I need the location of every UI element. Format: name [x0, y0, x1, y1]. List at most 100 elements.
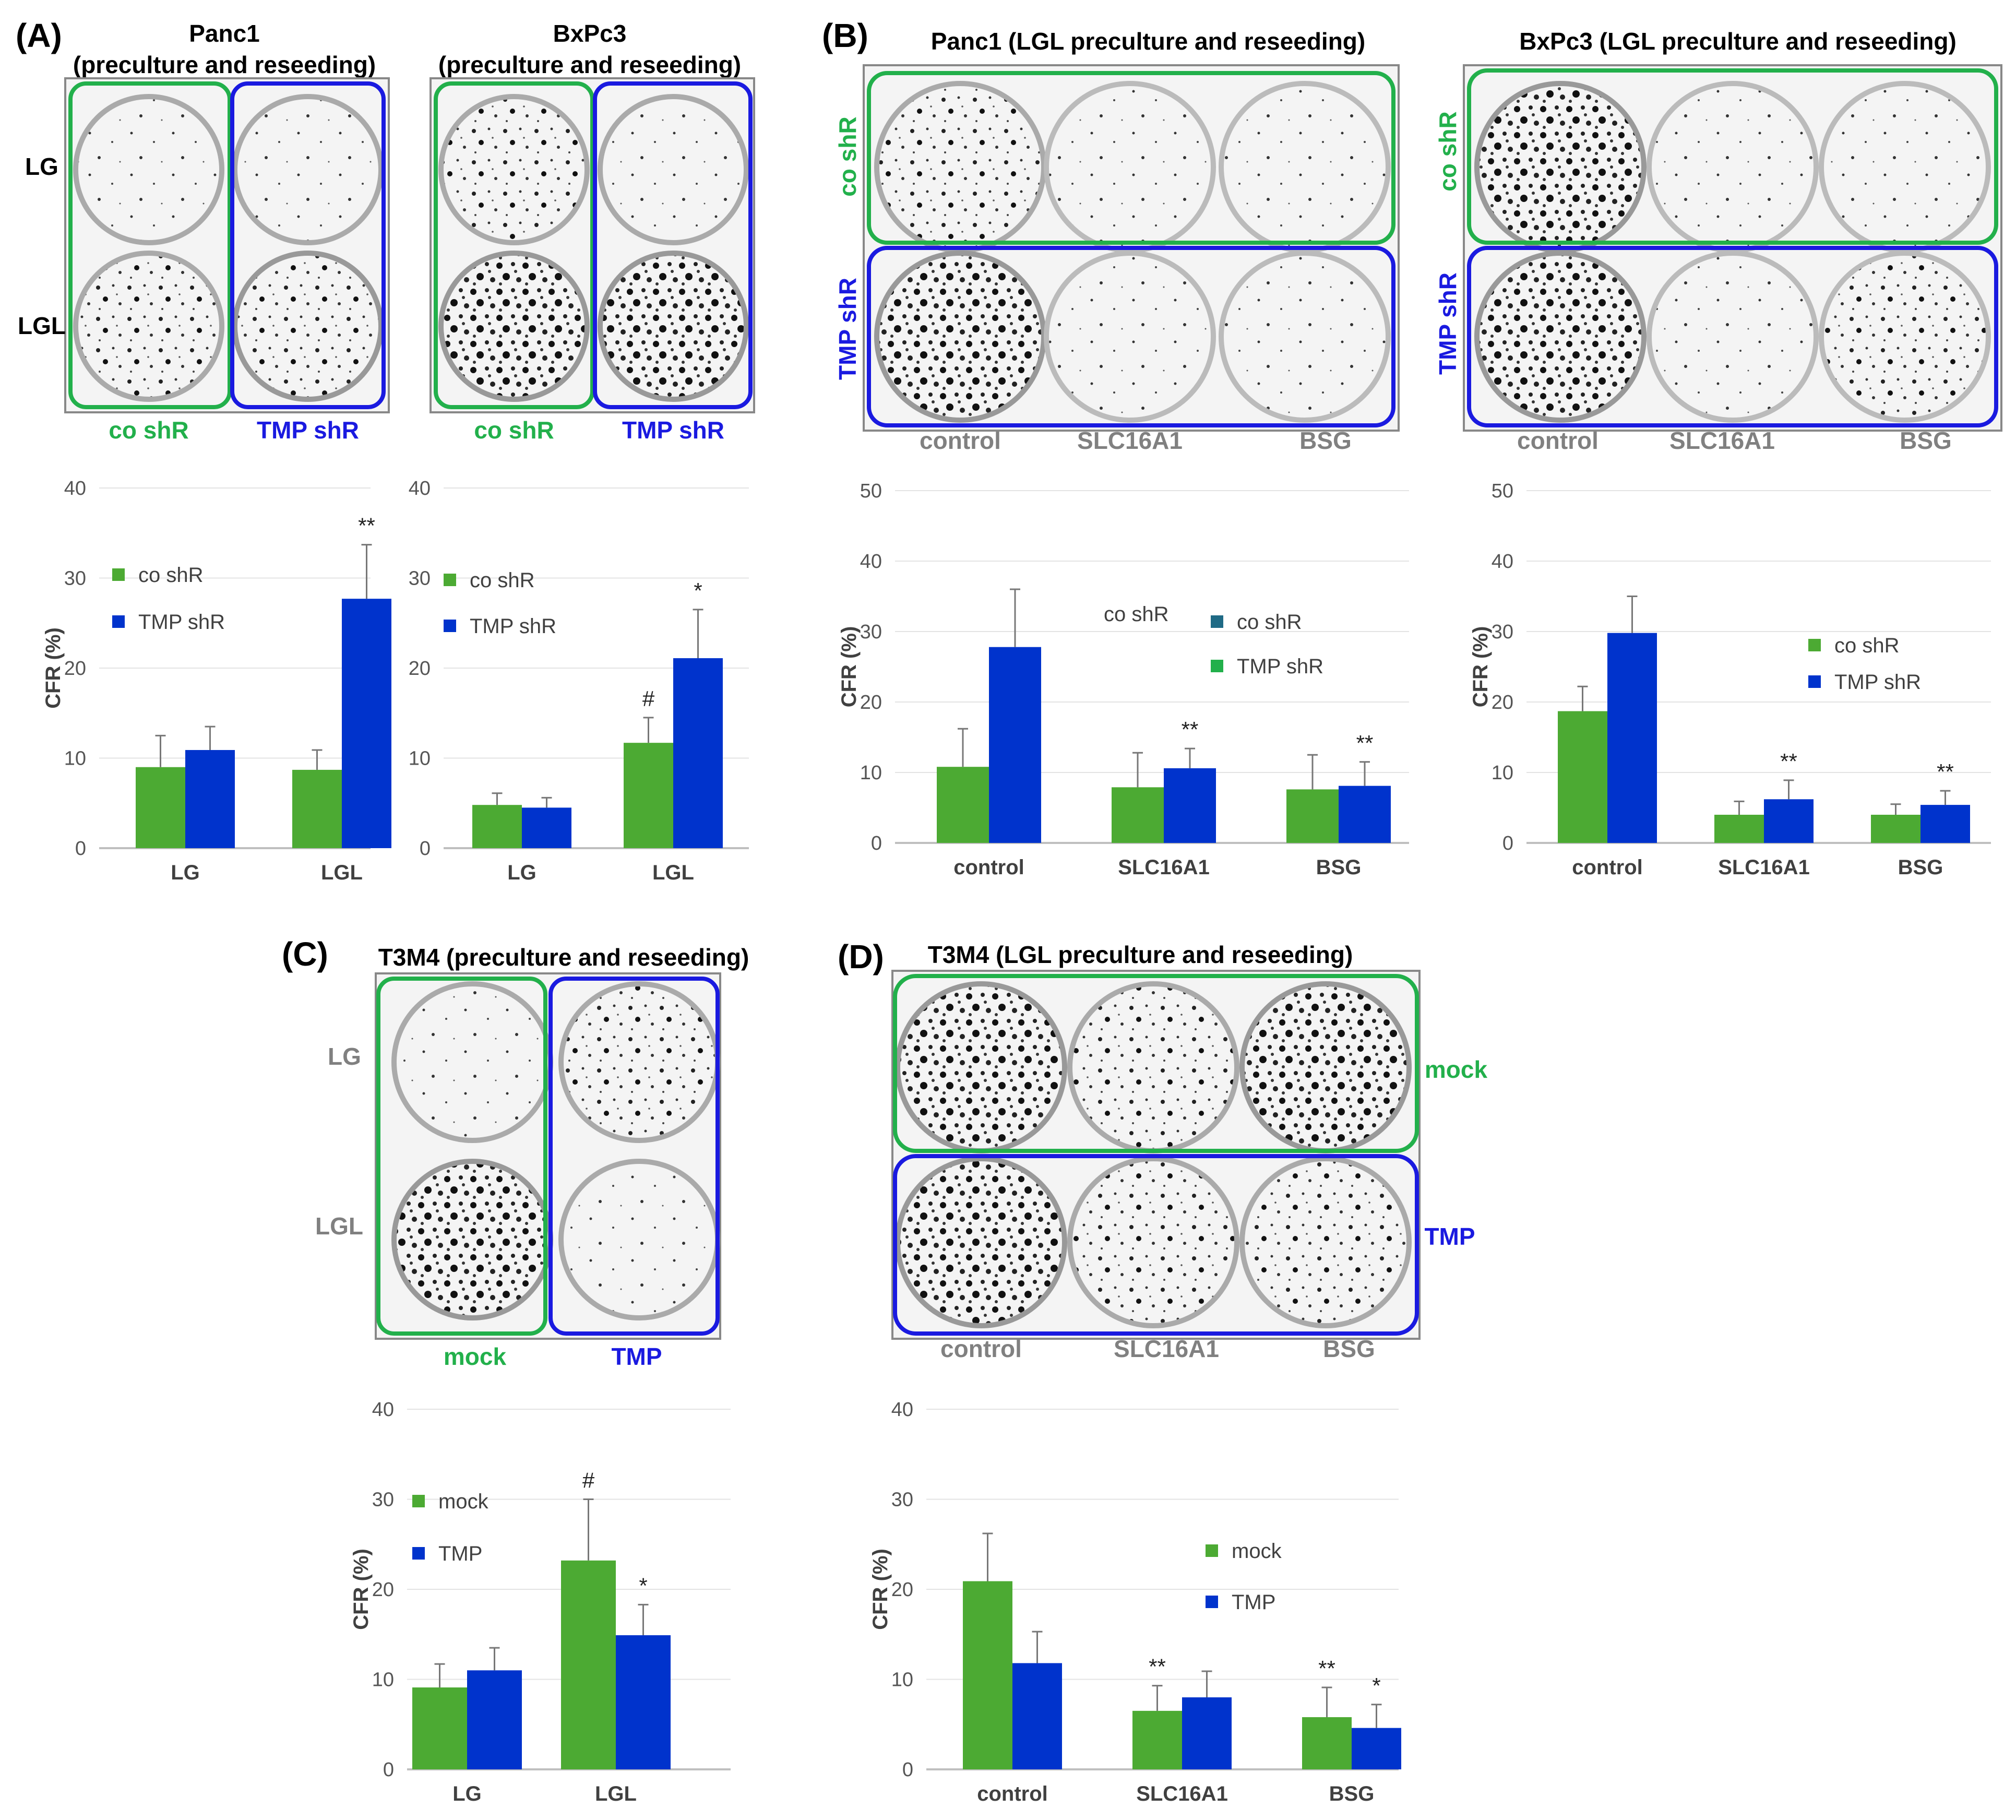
panel-a-bxpc3-col-co-shr: co shR	[474, 417, 554, 444]
bar-co-shr-slc16a1	[1112, 787, 1164, 843]
x-category-label: LG	[452, 1782, 482, 1805]
legend-swatch	[1211, 660, 1223, 672]
bar-tmp-shr-slc16a1	[1164, 768, 1216, 843]
legend-label: TMP	[1232, 1591, 1275, 1614]
panel-c-col-tmp: TMP	[611, 1343, 662, 1370]
y-tick-label: 50	[860, 480, 882, 502]
y-axis-label: CFR (%)	[350, 1549, 373, 1630]
significance-mark: *	[639, 1573, 647, 1598]
x-category-label: control	[1572, 856, 1643, 879]
chart-b2: 0 10 20 30 40 50 CFR (%) control ** SLC16A1 ** BSG c…	[1469, 480, 1991, 879]
significance-mark: **	[1780, 749, 1797, 774]
bar-tmp-shr-bsg	[1920, 805, 1970, 843]
legend-swatch	[1206, 1544, 1218, 1557]
panel-d-title: T3M4 (LGL preculture and reseeding)	[928, 941, 1353, 968]
panel-a-panc1-plate-image	[64, 77, 390, 413]
x-category-label: BSG	[1316, 856, 1362, 879]
y-tick-label: 20	[64, 658, 86, 680]
panel-c-plate-image	[375, 972, 721, 1340]
x-category-label: control	[977, 1782, 1048, 1805]
bar-co-shr-lg	[136, 767, 185, 848]
y-tick-label: 40	[1492, 551, 1513, 573]
panel-b-bxpc3-row-co-shr: co shR	[1434, 111, 1461, 191]
bar-tmp-shr-slc16a1	[1764, 799, 1814, 843]
x-category-label: LGL	[652, 861, 694, 884]
panel-a-panc1-subtitle: (preculture and reseeding)	[73, 51, 376, 78]
bar-tmp-shr-bsg	[1339, 786, 1391, 843]
bar-tmp-control	[1012, 1663, 1062, 1769]
panel-a-col-co-shr: co shR	[109, 417, 188, 444]
significance-mark: **	[1182, 717, 1199, 742]
y-tick-label: 40	[372, 1399, 394, 1421]
bar-tmp-shr-lg	[522, 807, 571, 848]
y-tick-label: 10	[1492, 762, 1513, 784]
x-category-label: LGL	[595, 1782, 637, 1805]
significance-mark: **	[1149, 1655, 1166, 1679]
legend-swatch	[412, 1495, 425, 1507]
bar-mock-lg	[412, 1687, 467, 1769]
legend-swatch	[412, 1547, 425, 1560]
x-category-label: SLC16A1	[1118, 856, 1210, 879]
panel-a-row-label-lgl: LGL	[18, 312, 66, 339]
y-tick-label: 40	[409, 478, 431, 499]
panel-d-row-tmp: TMP	[1424, 1223, 1475, 1250]
y-tick-label: 10	[409, 748, 431, 770]
bar-mock-lgl	[561, 1560, 616, 1769]
bar-co-shr-control	[937, 767, 989, 843]
panel-letter-c: (C)	[282, 935, 328, 973]
x-category-label: SLC16A1	[1718, 856, 1810, 879]
y-tick-label: 30	[64, 568, 86, 590]
y-tick-label: 0	[420, 838, 431, 860]
significance-mark: #	[642, 686, 655, 711]
panel-b-bxpc3-title: BxPc3 (LGL preculture and reseeding)	[1519, 28, 1957, 55]
y-axis-label: CFR (%)	[838, 626, 861, 708]
bar-tmp-shr-lg	[185, 750, 235, 848]
bar-co-shr-control	[1558, 711, 1607, 843]
panel-c-col-mock: mock	[444, 1343, 507, 1370]
legend-label: co shR	[1834, 634, 1900, 657]
significance-mark: *	[1372, 1673, 1380, 1698]
panel-letter-d: (D)	[838, 938, 884, 976]
legend-swatch	[1808, 639, 1821, 651]
bar-co-shr-lg	[472, 805, 522, 848]
y-axis-label: CFR (%)	[42, 627, 65, 709]
y-tick-label: 40	[860, 551, 882, 573]
significance-mark: *	[694, 578, 702, 603]
bar-co-shr-bsg	[1286, 789, 1339, 843]
panel-a-col-tmp-shr: TMP shR	[257, 417, 359, 444]
y-tick-label: 20	[409, 658, 431, 680]
bar-tmp-lg	[467, 1670, 522, 1769]
y-tick-label: 10	[891, 1669, 913, 1691]
legend-swatch	[1211, 615, 1223, 628]
x-category-label: BSG	[1329, 1782, 1375, 1805]
significance-mark: **	[1318, 1656, 1335, 1681]
y-tick-label: 30	[409, 568, 431, 590]
panel-b-bxpc3-row-tmp-shr: TMP shR	[1434, 272, 1461, 375]
panel-a-bxpc3-title: BxPc3	[553, 20, 627, 47]
y-tick-label: 20	[891, 1579, 913, 1601]
panel-d-plate-image	[891, 970, 1421, 1340]
panel-a-bxpc3-plate-image	[430, 77, 755, 413]
bar-co-shr-lgl	[292, 769, 342, 848]
y-tick-label: 40	[891, 1399, 913, 1421]
y-tick-label: 0	[383, 1759, 394, 1781]
panel-b-panc1-plate-image	[863, 64, 1400, 432]
y-tick-label: 0	[75, 838, 86, 860]
panel-letter-a: (A)	[16, 17, 62, 54]
bar-mock-control	[963, 1581, 1012, 1769]
x-category-label: SLC16A1	[1136, 1782, 1228, 1805]
y-tick-label: 10	[860, 762, 882, 784]
significance-mark: **	[358, 514, 375, 538]
panel-a-bxpc3-subtitle: (preculture and reseeding)	[438, 51, 741, 78]
panel-a-panc1-title: Panc1	[189, 20, 260, 47]
bar-tmp-shr-lgl	[342, 599, 391, 848]
bar-co-shr-lgl	[624, 743, 673, 848]
bar-tmp-slc16a1	[1182, 1697, 1232, 1769]
x-category-label: LGL	[321, 861, 363, 884]
y-tick-label: 10	[372, 1669, 394, 1691]
panel-b-col-bsg: BSG	[1299, 427, 1352, 454]
legend-label: mock	[1232, 1540, 1282, 1563]
panel-b-row-tmp-shr: TMP shR	[834, 278, 861, 380]
legend-swatch	[112, 568, 125, 581]
